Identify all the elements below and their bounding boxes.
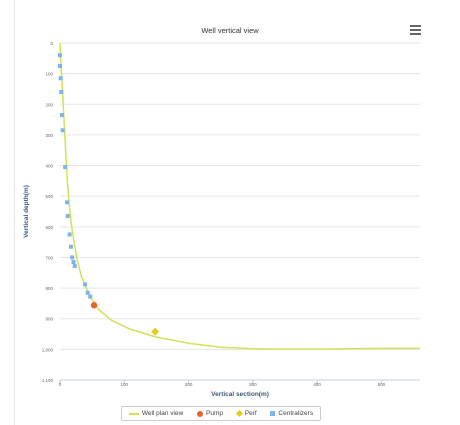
- legend-symbol: [235, 409, 243, 418]
- legend-symbol: [270, 411, 276, 416]
- centralizer-marker: [70, 255, 75, 260]
- x-tick-label: 400: [313, 382, 321, 387]
- legend-symbol: [197, 410, 204, 417]
- centralizer-marker: [68, 244, 73, 249]
- perf-marker: [151, 327, 160, 336]
- legend-label: Perf: [244, 410, 257, 417]
- centralizer-marker: [60, 128, 65, 133]
- legend-symbol: [128, 412, 139, 415]
- y-tick-label: 300: [45, 133, 53, 138]
- centralizer-marker: [65, 214, 70, 219]
- menu-icon[interactable]: [410, 25, 421, 35]
- y-tick-label: 1,000: [42, 347, 54, 352]
- centralizer-marker: [65, 200, 70, 205]
- x-tick-label: 100: [121, 382, 129, 387]
- x-tick-label: 300: [249, 382, 257, 387]
- legend-label: Well plan view: [141, 410, 184, 417]
- y-tick-label: 1,100: [42, 378, 54, 383]
- panel-border: [14, 0, 15, 425]
- x-tick-label: 200: [185, 382, 193, 387]
- y-tick-label: 0: [50, 41, 53, 46]
- centralizer-marker: [58, 63, 62, 68]
- centralizer-marker: [58, 53, 62, 58]
- pump-marker: [90, 302, 98, 309]
- y-tick-label: 600: [45, 225, 53, 230]
- x-tick-label: 0: [59, 382, 62, 387]
- centralizer-marker: [88, 294, 93, 299]
- x-axis-title: Vertical section(m): [211, 391, 269, 398]
- y-tick-label: 500: [45, 194, 53, 199]
- y-tick-label: 400: [45, 164, 53, 169]
- y-tick-label: 200: [45, 102, 53, 107]
- centralizer-marker: [63, 165, 68, 170]
- chart-title: Well vertical view: [201, 26, 259, 35]
- chart-legend: Well plan view Pump Perf Centralizers: [121, 406, 321, 421]
- legend-item-perf[interactable]: Perf: [235, 409, 257, 418]
- legend-item-centralizers[interactable]: Centralizers: [270, 410, 313, 417]
- centralizer-marker: [71, 260, 76, 265]
- centralizer-marker: [58, 76, 63, 81]
- y-tick-label: 100: [45, 72, 53, 77]
- legend-item-well-plan-view[interactable]: Well plan view: [128, 410, 184, 417]
- legend-label: Pump: [206, 410, 224, 417]
- centralizer-marker: [59, 90, 64, 95]
- legend-item-pump[interactable]: Pump: [197, 410, 223, 417]
- legend-label: Centralizers: [278, 410, 314, 417]
- y-tick-label: 700: [45, 255, 53, 260]
- centralizer-marker: [72, 264, 77, 269]
- centralizer-marker: [83, 282, 88, 287]
- centralizer-marker: [59, 112, 64, 117]
- y-tick-label: 800: [45, 286, 53, 291]
- y-tick-label: 900: [45, 317, 53, 322]
- x-tick-label: 500: [378, 382, 386, 387]
- centralizer-marker: [67, 232, 72, 237]
- centralizer-marker: [85, 290, 90, 295]
- y-axis-title: Vertical depth(m): [23, 185, 30, 238]
